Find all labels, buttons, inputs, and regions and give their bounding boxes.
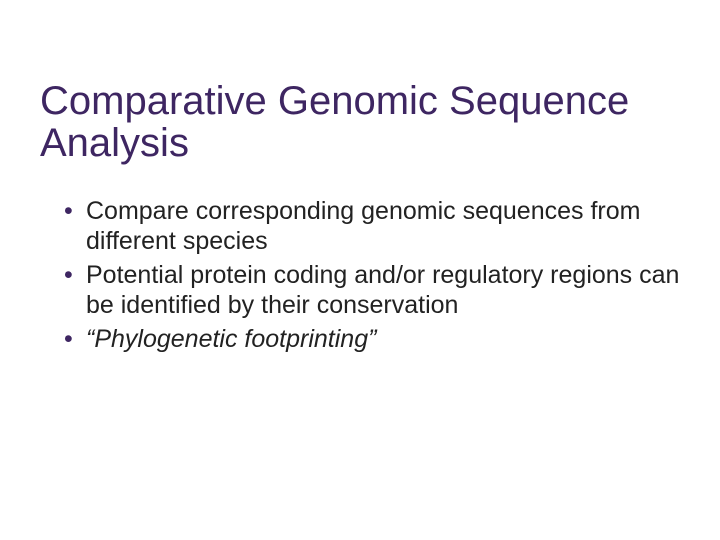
list-item: Potential protein coding and/or regulato… [64,260,680,320]
bullet-text: “Phylogenetic footprinting” [86,325,376,353]
slide: Comparative Genomic Sequence Analysis Co… [0,0,720,540]
bullet-list: Compare corresponding genomic sequences … [40,196,680,354]
list-item: Compare corresponding genomic sequences … [64,196,680,256]
bullet-text: Compare corresponding genomic sequences … [86,197,640,255]
list-item: “Phylogenetic footprinting” [64,324,680,354]
slide-title: Comparative Genomic Sequence Analysis [40,80,680,164]
bullet-text: Potential protein coding and/or regulato… [86,261,679,319]
